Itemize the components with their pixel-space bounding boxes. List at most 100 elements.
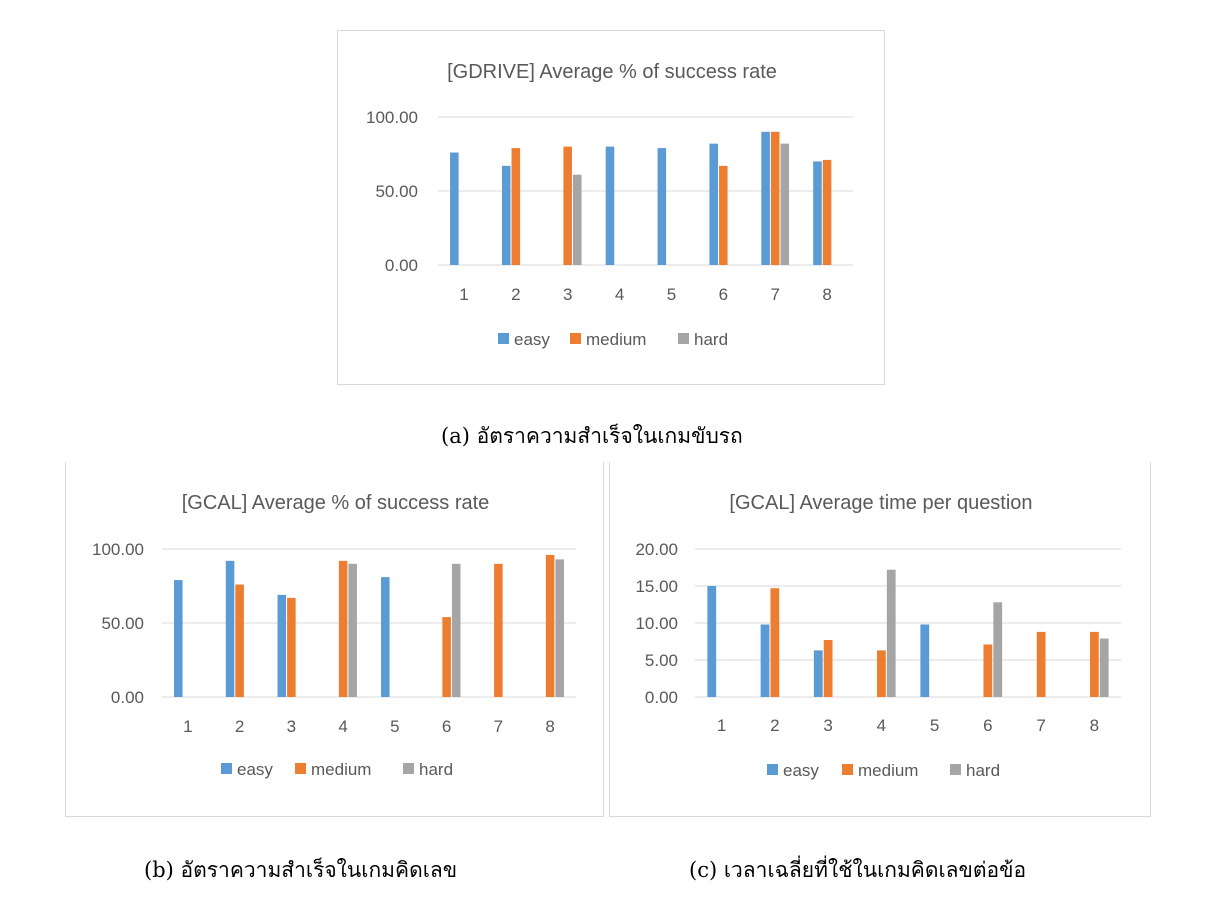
y-tick-label: 5.00 — [645, 651, 678, 670]
bar-easy — [813, 650, 823, 697]
bar-hard — [348, 563, 357, 697]
bar-hard — [780, 143, 790, 265]
bar-medium — [1089, 631, 1099, 697]
bar-easy — [174, 580, 183, 697]
bar-medium — [545, 554, 555, 697]
x-tick-label: 2 — [511, 285, 520, 304]
bar-easy — [501, 165, 511, 265]
x-tick-label: 3 — [563, 285, 572, 304]
legend-label-medium: medium — [311, 760, 371, 779]
bar-medium — [494, 563, 503, 697]
legend-label-hard: hard — [966, 761, 1000, 780]
chart-gdrive-success: [GDRIVE] Average % of success rate 0.00 50… — [366, 61, 853, 349]
bar-medium — [719, 165, 728, 265]
x-tick-label: 4 — [877, 716, 886, 735]
bar-hard — [555, 559, 564, 697]
x-tick-label: 2 — [770, 716, 779, 735]
bar-hard — [573, 174, 582, 265]
legend-swatch-medium — [295, 763, 306, 774]
x-tick-label: 6 — [983, 716, 992, 735]
bar-medium — [822, 159, 832, 265]
y-tick-label: 50.00 — [375, 182, 418, 201]
x-tick-label: 5 — [667, 285, 676, 304]
x-tick-label: 8 — [545, 717, 554, 736]
bar-easy — [761, 131, 770, 265]
x-tick-label: 3 — [287, 717, 296, 736]
x-tick-label: 6 — [719, 285, 728, 304]
y-tick-label: 15.00 — [635, 577, 678, 596]
x-tick-label: 7 — [1036, 716, 1045, 735]
y-tick-label: 10.00 — [635, 614, 678, 633]
x-tick-label: 3 — [823, 716, 832, 735]
bar-hard — [886, 569, 896, 697]
bar-medium — [1036, 631, 1046, 697]
y-tick-label: 50.00 — [101, 614, 144, 633]
caption-c: (c) เวลาเฉลี่ยที่ใช้ในเกมคิดเลขต่อข้อ — [689, 858, 1027, 882]
chart-panel-gcal-time: [GCAL] Average time per question 0.00 5.00… — [609, 462, 1151, 817]
bar-medium — [442, 617, 451, 697]
bar-easy — [760, 624, 770, 697]
bar-hard — [1099, 638, 1109, 697]
y-tick-label: 0.00 — [645, 688, 678, 707]
bar-medium — [876, 650, 886, 697]
x-tick-label: 5 — [390, 717, 399, 736]
bar-easy — [920, 624, 930, 697]
bar-medium — [287, 597, 296, 697]
bar-medium — [511, 148, 521, 265]
bar-easy — [450, 152, 459, 265]
bar-medium — [235, 584, 244, 697]
bar-easy — [381, 577, 390, 697]
chart-title: [GCAL] Average time per question — [729, 492, 1032, 514]
y-tick-label: 0.00 — [111, 688, 144, 707]
chart-title: [GDRIVE] Average % of success rate — [447, 61, 777, 83]
legend-swatch-medium — [842, 764, 853, 775]
x-tick-label: 1 — [717, 716, 726, 735]
legend-label-easy: easy — [514, 330, 550, 349]
x-tick-label: 7 — [770, 285, 779, 304]
legend-swatch-easy — [221, 763, 232, 774]
bar-medium — [823, 640, 833, 697]
chart-gcal-success: [GCAL] Average % of success rate 0.00 50.0… — [92, 492, 576, 779]
bar-hard — [993, 602, 1003, 697]
chart-title: [GCAL] Average % of success rate — [182, 492, 490, 514]
bar-easy — [225, 560, 235, 697]
legend-label-easy: easy — [783, 761, 819, 780]
legend-swatch-hard — [678, 333, 689, 344]
chart-gcal-time: [GCAL] Average time per question 0.00 5.00… — [635, 492, 1121, 780]
bar-hard — [451, 563, 461, 697]
legend-label-medium: medium — [586, 330, 646, 349]
chart-panel-gdrive-success: [GDRIVE] Average % of success rate 0.00 50… — [337, 30, 885, 385]
x-tick-label: 4 — [338, 717, 347, 736]
x-tick-label: 8 — [822, 285, 831, 304]
x-tick-label: 5 — [930, 716, 939, 735]
chart-panel-gcal-success: [GCAL] Average % of success rate 0.00 50.0… — [65, 462, 604, 817]
caption-b: (b) อัตราความสำเร็จในเกมคิดเลข — [144, 858, 458, 882]
x-tick-label: 1 — [459, 285, 468, 304]
bar-easy — [813, 161, 822, 265]
bar-medium — [338, 560, 348, 697]
bar-easy — [657, 148, 667, 265]
x-tick-label: 1 — [183, 717, 192, 736]
bar-easy — [605, 146, 615, 265]
y-tick-label: 20.00 — [635, 540, 678, 559]
legend-swatch-hard — [950, 764, 961, 775]
legend-label-hard: hard — [694, 330, 728, 349]
legend-label-easy: easy — [237, 760, 273, 779]
y-tick-label: 100.00 — [92, 540, 144, 559]
y-tick-label: 100.00 — [366, 108, 418, 127]
bar-medium — [770, 588, 780, 697]
legend-label-hard: hard — [419, 760, 453, 779]
legend-swatch-medium — [570, 333, 581, 344]
bar-easy — [277, 594, 287, 697]
bar-easy — [709, 143, 718, 265]
legend-label-medium: medium — [858, 761, 918, 780]
x-tick-label: 7 — [494, 717, 503, 736]
y-tick-label: 0.00 — [385, 256, 418, 275]
legend-swatch-hard — [403, 763, 414, 774]
x-tick-label: 4 — [615, 285, 624, 304]
x-tick-label: 2 — [235, 717, 244, 736]
x-tick-label: 6 — [442, 717, 451, 736]
x-tick-label: 8 — [1090, 716, 1099, 735]
legend-swatch-easy — [767, 764, 778, 775]
bar-medium — [770, 131, 780, 265]
